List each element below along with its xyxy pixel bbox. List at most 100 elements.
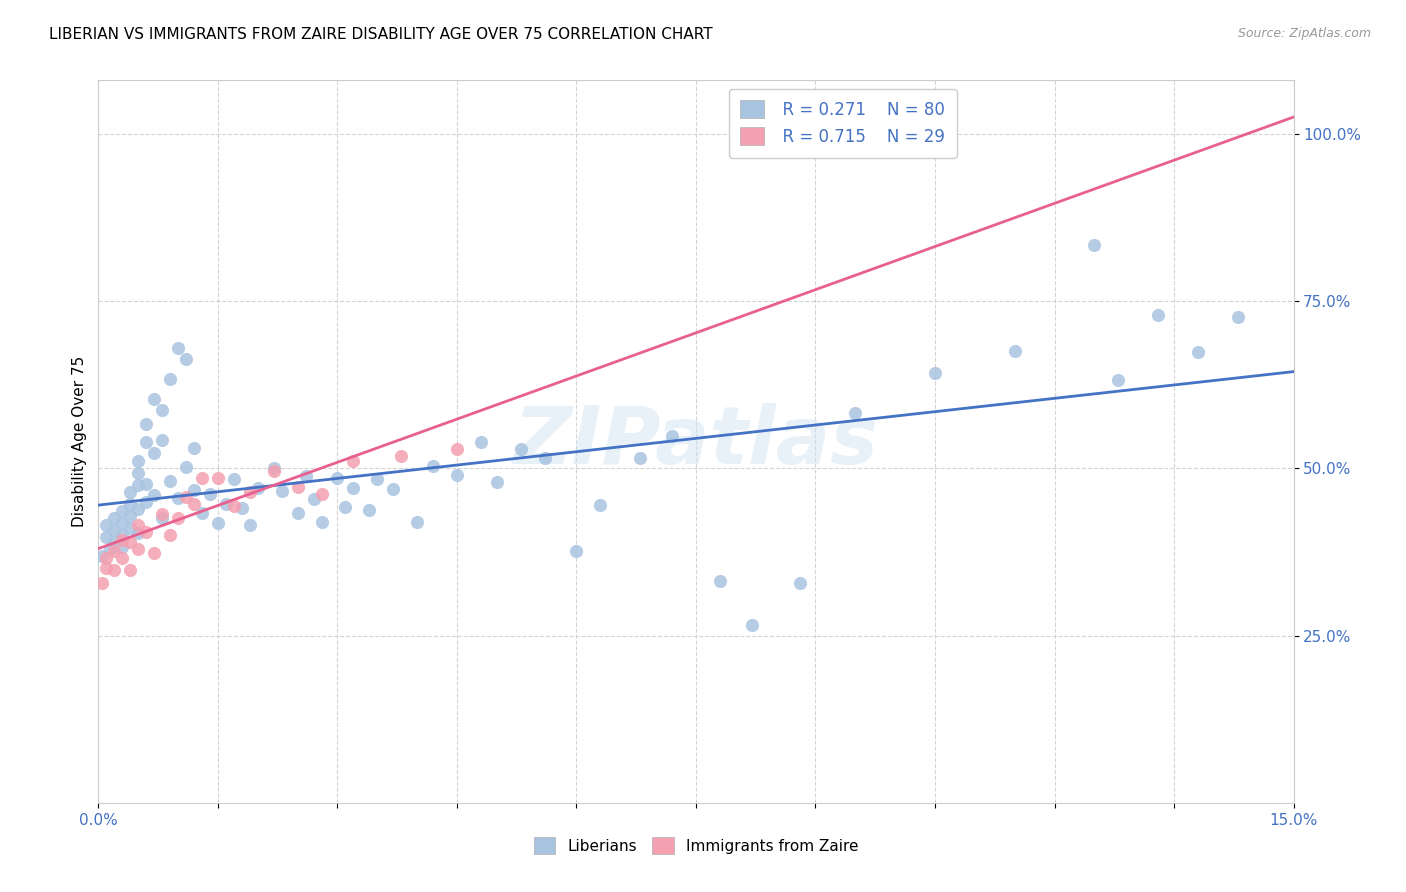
Point <box>589 499 612 513</box>
Point <box>446 442 468 456</box>
Point <box>311 516 333 530</box>
Point <box>1083 237 1105 252</box>
Point <box>198 487 221 501</box>
Point <box>98 541 122 556</box>
Point <box>470 435 492 450</box>
Point <box>1187 345 1209 359</box>
Point <box>565 543 588 558</box>
Point <box>1226 310 1249 324</box>
Point <box>143 446 166 460</box>
Point <box>135 417 157 431</box>
Point <box>111 533 134 547</box>
Point <box>127 526 149 541</box>
Point <box>287 480 309 494</box>
Point <box>120 509 142 524</box>
Point <box>287 507 309 521</box>
Point <box>120 563 142 577</box>
Point <box>103 535 125 549</box>
Point <box>183 483 205 498</box>
Point <box>120 534 142 549</box>
Text: LIBERIAN VS IMMIGRANTS FROM ZAIRE DISABILITY AGE OVER 75 CORRELATION CHART: LIBERIAN VS IMMIGRANTS FROM ZAIRE DISABI… <box>49 27 713 42</box>
Point <box>96 551 118 566</box>
Point <box>127 502 149 516</box>
Point <box>406 516 429 530</box>
Point <box>270 484 292 499</box>
Point <box>135 477 157 491</box>
Point <box>366 472 388 486</box>
Point <box>143 392 166 406</box>
Point <box>127 454 149 468</box>
Point <box>120 497 142 511</box>
Point <box>924 366 946 380</box>
Point <box>167 511 190 525</box>
Point <box>844 406 866 420</box>
Legend: Liberians, Immigrants from Zaire: Liberians, Immigrants from Zaire <box>527 831 865 860</box>
Point <box>382 483 405 497</box>
Point <box>239 485 262 500</box>
Point <box>207 516 229 531</box>
Point <box>342 454 364 468</box>
Point <box>422 459 444 474</box>
Point <box>1147 308 1170 322</box>
Point <box>191 471 214 485</box>
Point <box>111 516 134 531</box>
Point <box>222 472 245 486</box>
Point <box>96 560 118 574</box>
Point <box>111 551 134 566</box>
Point <box>96 530 118 544</box>
Point <box>159 474 181 488</box>
Point <box>1004 344 1026 359</box>
Point <box>150 403 173 417</box>
Point <box>127 518 149 533</box>
Point <box>335 500 357 515</box>
Point <box>120 485 142 500</box>
Point <box>150 511 173 525</box>
Point <box>111 541 134 555</box>
Point <box>174 351 197 366</box>
Point <box>215 497 238 511</box>
Point <box>509 442 531 457</box>
Point <box>135 525 157 540</box>
Point <box>311 487 333 501</box>
Point <box>302 492 325 507</box>
Point <box>342 481 364 495</box>
Point <box>103 524 125 538</box>
Point <box>111 504 134 518</box>
Point <box>231 501 253 516</box>
Point <box>222 499 245 513</box>
Point <box>239 518 262 533</box>
Point <box>143 488 166 502</box>
Point <box>167 491 190 506</box>
Point <box>446 468 468 483</box>
Point <box>159 527 181 541</box>
Point <box>1107 373 1129 387</box>
Point <box>143 546 166 560</box>
Point <box>326 471 349 485</box>
Point <box>294 469 316 483</box>
Text: ZIPatlas: ZIPatlas <box>513 402 879 481</box>
Point <box>183 441 205 455</box>
Point <box>96 518 118 533</box>
Point <box>103 511 125 525</box>
Point <box>167 341 190 355</box>
Point <box>359 503 381 517</box>
Point <box>191 506 214 520</box>
Point <box>127 541 149 556</box>
Point <box>103 544 125 558</box>
Point <box>263 464 285 478</box>
Point <box>533 451 555 466</box>
Point <box>135 495 157 509</box>
Point <box>103 563 125 577</box>
Point <box>120 521 142 535</box>
Point <box>207 471 229 485</box>
Point <box>150 433 173 447</box>
Point <box>389 449 412 463</box>
Point <box>741 618 763 632</box>
Point <box>159 372 181 386</box>
Point <box>183 497 205 511</box>
Y-axis label: Disability Age Over 75: Disability Age Over 75 <box>72 356 87 527</box>
Point <box>91 549 114 563</box>
Text: Source: ZipAtlas.com: Source: ZipAtlas.com <box>1237 27 1371 40</box>
Point <box>174 490 197 504</box>
Point <box>174 460 197 475</box>
